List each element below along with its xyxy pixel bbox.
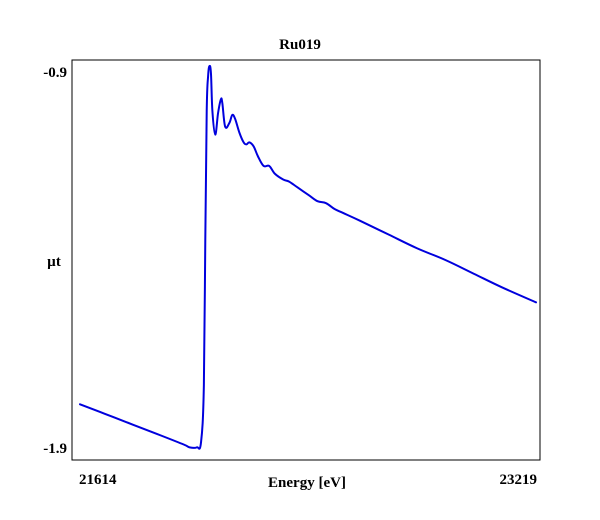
y-tick-label-bottom: -1.9 [43,441,67,457]
chart-title: Ru019 [279,37,321,53]
y-tick-label-top: -0.9 [43,65,67,81]
y-axis-label: µt [47,254,61,270]
x-tick-label-left: 21614 [79,472,117,488]
plot-area [71,59,541,461]
x-axis-label: Energy [eV] [268,475,346,491]
series-line [79,64,537,450]
x-tick-label-right: 23219 [500,472,538,488]
